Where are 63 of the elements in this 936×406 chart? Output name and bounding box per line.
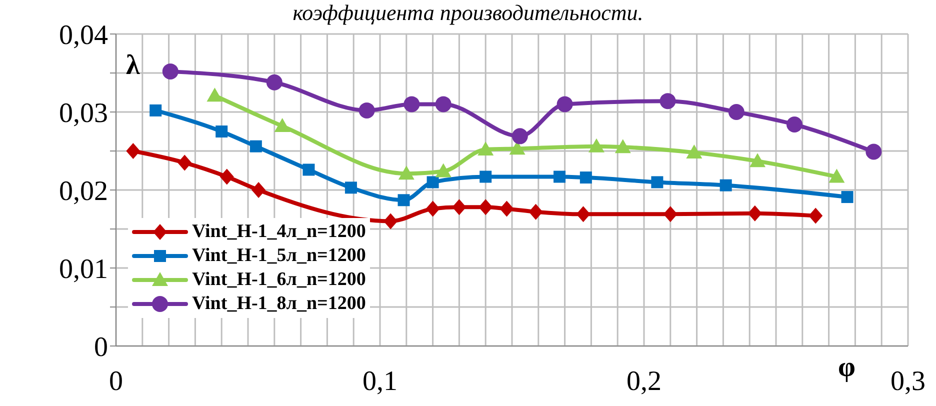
point (206, 88, 223, 102)
point (398, 166, 414, 180)
point (266, 74, 282, 90)
point (528, 204, 543, 220)
x-tick-label: 0,1 (362, 366, 398, 397)
point (216, 126, 228, 138)
point (651, 176, 664, 188)
point (274, 118, 290, 132)
point (750, 153, 766, 168)
point (478, 141, 494, 156)
point (426, 176, 439, 188)
y-tick-label: 0,04 (59, 20, 108, 51)
point (150, 104, 162, 116)
chart-title: коэффициента производительности. (292, 0, 644, 25)
x-tick-label: 0,2 (626, 366, 662, 397)
legend-label: Vint_H-1_8л_n=1200 (192, 293, 366, 315)
point (162, 63, 178, 80)
point (866, 144, 882, 160)
point (748, 205, 762, 222)
point (480, 170, 492, 183)
point (252, 182, 266, 198)
y-tick-label: 0,03 (59, 98, 108, 129)
point (841, 191, 854, 204)
legend-label: Vint_H-1_6л_n=1200 (192, 269, 366, 291)
point (452, 199, 466, 216)
point (663, 206, 678, 222)
legend-label: Vint_H-1_4л_n=1200 (192, 221, 366, 243)
point (580, 172, 592, 184)
point (126, 143, 140, 159)
point (660, 93, 676, 110)
x-tick-label: 0,3 (890, 366, 926, 397)
point (576, 206, 590, 222)
point (426, 200, 440, 217)
point (556, 96, 573, 112)
y-tick-label: 0,02 (59, 176, 108, 207)
point (404, 96, 420, 112)
point (512, 128, 528, 144)
point (720, 179, 732, 192)
point (554, 170, 566, 183)
point (250, 140, 262, 152)
point (178, 154, 192, 171)
point (728, 104, 744, 120)
point (500, 200, 514, 217)
point (435, 163, 452, 178)
point (478, 199, 493, 216)
point (786, 116, 802, 132)
y-tick-label: 0,01 (59, 254, 108, 285)
point (302, 164, 315, 176)
y-tick-label: 0 (94, 332, 108, 363)
point (398, 194, 410, 206)
point (588, 138, 604, 152)
point (614, 139, 631, 154)
point (344, 182, 357, 194)
legend-label: Vint_H-1_5л_n=1200 (192, 245, 366, 267)
y-axis-title: λ (126, 50, 140, 82)
point (358, 102, 375, 118)
x-axis-title: φ (838, 352, 856, 384)
point (384, 213, 398, 230)
point (808, 208, 823, 224)
point (220, 168, 234, 185)
point (686, 144, 702, 159)
point (435, 96, 452, 112)
point (828, 168, 845, 183)
